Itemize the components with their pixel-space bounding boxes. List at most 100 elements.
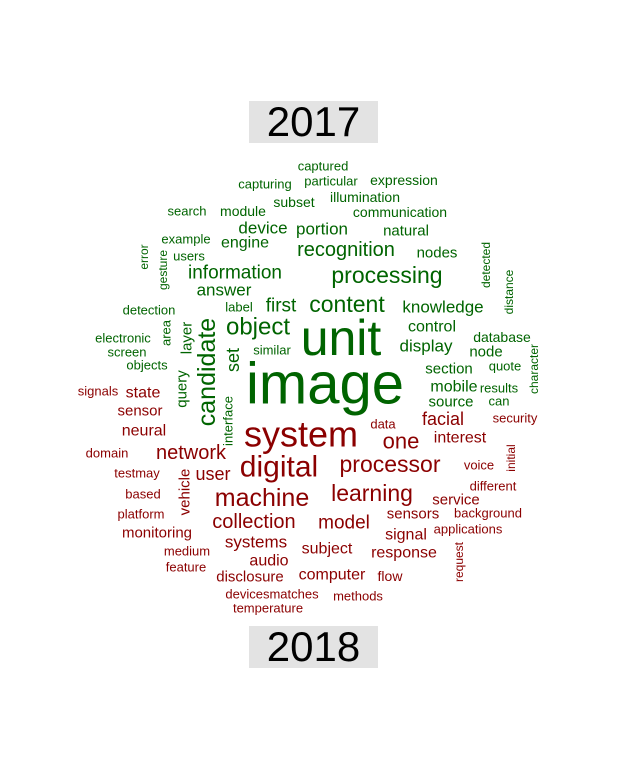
cloud-word-recognition: recognition: [297, 239, 395, 261]
cloud-word-natural: natural: [383, 223, 429, 240]
cloud-word-initial: initial: [504, 444, 518, 471]
cloud-word-temperature: temperature: [233, 601, 303, 616]
cloud-word-different: different: [470, 479, 517, 494]
cloud-word-computer: computer: [299, 567, 366, 584]
cloud-word-information: information: [188, 263, 282, 284]
cloud-word-methods: methods: [333, 589, 383, 604]
cloud-word-mobile: mobile: [430, 379, 477, 396]
cloud-word-capturing: capturing: [238, 177, 291, 192]
cloud-word-audio: audio: [249, 553, 288, 570]
cloud-word-processor: processor: [340, 451, 441, 477]
cloud-word-nodes: nodes: [417, 245, 458, 262]
cloud-word-sensor: sensor: [117, 403, 162, 420]
cloud-word-disclosure: disclosure: [216, 569, 284, 586]
cloud-word-users: users: [173, 249, 205, 264]
cloud-word-quote: quote: [489, 359, 522, 374]
cloud-word-layer: layer: [179, 322, 196, 355]
cloud-word-interest: interest: [434, 430, 487, 447]
cloud-word-database: database: [473, 329, 531, 345]
cloud-word-can: can: [489, 394, 510, 409]
cloud-word-request: request: [452, 541, 466, 582]
cloud-word-objects: objects: [126, 358, 168, 373]
cloud-word-display: display: [400, 337, 453, 356]
cloud-word-particular: particular: [304, 174, 358, 189]
cloud-word-set: set: [223, 348, 243, 372]
cloud-word-user: user: [195, 464, 230, 484]
cloud-word-state: state: [126, 385, 161, 402]
cloud-word-machine: machine: [215, 484, 310, 512]
cloud-word-systems: systems: [225, 533, 287, 552]
cloud-word-flow: flow: [378, 568, 404, 584]
cloud-word-security: security: [493, 411, 538, 426]
cloud-word-node: node: [469, 344, 502, 361]
cloud-word-facial: facial: [422, 409, 464, 429]
cloud-word-engine: engine: [221, 235, 269, 252]
cloud-word-unit: unit: [301, 310, 382, 366]
cloud-word-medium: medium: [164, 544, 210, 559]
cloud-word-one: one: [383, 429, 420, 454]
cloud-word-screen: screen: [107, 345, 146, 360]
cloud-word-signal: signal: [385, 527, 427, 544]
cloud-word-learning: learning: [331, 480, 413, 506]
cloud-word-digital: digital: [240, 451, 318, 484]
cloud-word-neural: neural: [122, 423, 166, 440]
cloud-word-detected: detected: [479, 242, 493, 288]
cloud-word-processing: processing: [331, 262, 442, 288]
cloud-word-distance: distance: [502, 269, 516, 314]
cloud-word-search: search: [167, 204, 206, 219]
cloud-word-interface: interface: [221, 396, 236, 446]
cloud-word-feature: feature: [166, 560, 206, 575]
cloud-word-candidate: candidate: [193, 318, 221, 426]
cloud-word-platform: platform: [118, 507, 165, 522]
cloud-word-image: image: [246, 352, 404, 417]
cloud-word-portion: portion: [296, 220, 348, 239]
cloud-word-error: error: [137, 244, 151, 269]
cloud-word-source: source: [428, 394, 473, 411]
cloud-word-character: character: [527, 344, 541, 394]
cloud-word-section: section: [425, 361, 473, 378]
cloud-word-device: device: [238, 219, 287, 238]
cloud-word-based: based: [125, 487, 160, 502]
cloud-word-example: example: [161, 232, 210, 247]
cloud-word-area: area: [159, 319, 174, 346]
cloud-word-label: label: [225, 300, 253, 315]
cloud-word-answer: answer: [197, 281, 252, 300]
cloud-word-signals: signals: [78, 384, 119, 399]
cloud-word-domain: domain: [86, 446, 129, 461]
cloud-word-expression: expression: [370, 172, 438, 188]
cloud-word-gesture: gesture: [156, 250, 170, 290]
cloud-word-sensors: sensors: [387, 506, 440, 523]
year-label-bottom: 2018: [249, 626, 378, 668]
cloud-word-first: first: [266, 296, 297, 317]
cloud-word-monitoring: monitoring: [122, 525, 192, 542]
cloud-word-illumination: illumination: [330, 189, 400, 205]
cloud-word-voice: voice: [464, 458, 494, 473]
cloud-word-vehicle: vehicle: [177, 469, 194, 516]
cloud-word-content: content: [309, 291, 385, 317]
cloud-word-collection: collection: [212, 511, 295, 533]
cloud-word-devicesmatches: devicesmatches: [225, 587, 319, 602]
cloud-word-data: data: [370, 417, 396, 432]
cloud-word-applications: applications: [434, 522, 503, 537]
cloud-word-similar: similar: [253, 343, 291, 358]
cloud-word-module: module: [220, 203, 266, 219]
cloud-word-subset: subset: [273, 194, 314, 210]
cloud-word-system: system: [244, 414, 358, 455]
cloud-word-query: query: [174, 370, 191, 408]
cloud-word-response: response: [371, 545, 437, 562]
cloud-word-captured: captured: [298, 159, 349, 174]
cloud-word-object: object: [226, 314, 290, 341]
cloud-word-communication: communication: [353, 204, 447, 220]
cloud-word-testmay: testmay: [114, 466, 160, 481]
cloud-word-electronic: electronic: [95, 331, 151, 346]
cloud-word-network: network: [156, 442, 227, 464]
cloud-word-control: control: [408, 319, 456, 336]
cloud-word-subject: subject: [302, 541, 353, 558]
cloud-word-results: results: [480, 381, 519, 396]
year-label-top: 2017: [249, 101, 378, 143]
cloud-word-knowledge: knowledge: [402, 298, 483, 317]
cloud-word-background: background: [454, 506, 522, 521]
cloud-word-service: service: [432, 492, 480, 509]
cloud-word-model: model: [318, 513, 370, 534]
